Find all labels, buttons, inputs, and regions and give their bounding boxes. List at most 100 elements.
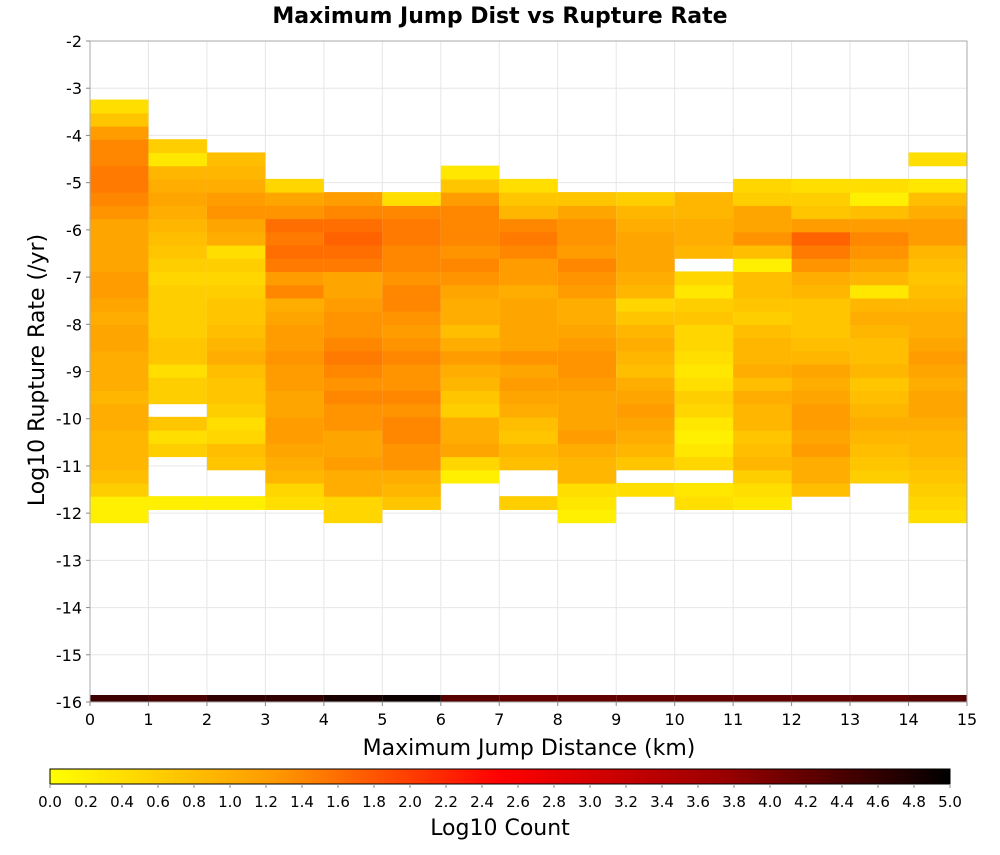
heatmap-cell [557,443,617,458]
heatmap-cell [850,231,909,246]
heatmap-cell [265,430,324,444]
heatmap-cell [499,271,558,286]
heatmap-cell [557,469,617,484]
heatmap-cell [440,377,500,391]
heatmap-cell [148,271,207,286]
heatmap-cell [557,456,617,471]
x-tick-label: 14 [898,710,918,729]
heatmap-cell [557,218,617,233]
colorbar [49,768,951,785]
heatmap-cell [265,324,324,339]
heatmap-cell [323,205,383,220]
heatmap-cell [148,192,207,206]
x-tick-label: 11 [723,710,743,729]
heatmap-cell [733,271,792,286]
y-tick-label: -7 [66,268,82,287]
heatmap-baseline-cell [733,695,792,702]
heatmap-cell [674,363,734,378]
heatmap-cell [908,337,967,352]
y-tick-label: -16 [56,693,82,712]
heatmap-cell [557,377,617,391]
heatmap-cell [908,244,967,259]
colorbar-tick-label: 1.4 [290,793,314,811]
heatmap-cell [499,390,558,405]
heatmap-cell [382,430,441,444]
colorbar-tick-label: 4.4 [830,793,854,811]
heatmap-cell [908,377,967,391]
heatmap-cell [440,324,500,339]
heatmap-cell [440,284,500,299]
heatmap-cell [323,469,383,484]
x-tick-label: 3 [260,710,270,729]
x-tick-label: 15 [957,710,977,729]
heatmap-cell [557,509,617,524]
heatmap-cell [674,416,734,431]
heatmap-cell [440,403,500,418]
heatmap-cell [148,218,207,233]
heatmap-cell [733,430,792,444]
heatmap-cell [791,324,851,339]
heatmap-cell [148,139,207,154]
heatmap-cell [557,205,617,220]
heatmap-cell [908,231,967,246]
heatmap-cell [323,430,383,444]
heatmap-cell [90,99,149,114]
y-tick-label: -3 [66,79,82,98]
heatmap-cell [382,469,441,484]
heatmap-baseline-cell [382,695,441,702]
colorbar-tick-label: 0.6 [146,793,170,811]
heatmap-cell [206,258,266,273]
heatmap-cell [440,456,500,471]
heatmap-cell [674,192,734,206]
heatmap-cell [265,284,324,299]
heatmap-cell [616,258,675,273]
heatmap-cell [90,125,149,140]
colorbar-tick-label: 2.4 [470,793,494,811]
heatmap-baseline-cell [850,695,909,702]
colorbar-tick-label: 2.6 [506,793,530,811]
heatmap-cell [440,469,500,484]
heatmap-cell [791,205,851,220]
heatmap-cell [733,178,792,193]
heatmap-cell [908,350,967,365]
heatmap-cell [733,350,792,365]
heatmap-cell [90,205,149,220]
heatmap-cell [908,416,967,431]
heatmap-cell [265,231,324,246]
heatmap-cell [850,311,909,325]
heatmap-cell [90,244,149,259]
heatmap-cell [674,244,734,259]
heatmap-cell [206,350,266,365]
chart-title: Maximum Jump Dist vs Rupture Rate [272,4,727,29]
heatmap-cell [382,350,441,365]
heatmap-cell [440,218,500,233]
heatmap-cell [908,152,967,167]
heatmap-cell [206,337,266,352]
y-axis-label: Log10 Rupture Rate (/yr) [25,234,50,506]
heatmap-cell [908,297,967,312]
heatmap-cell [557,192,617,206]
heatmap-cell [499,258,558,273]
heatmap-cell [850,205,909,220]
heatmap-cell [674,297,734,312]
heatmap-cell [674,403,734,418]
y-tick-label: -5 [66,174,82,193]
heatmap-cell [440,430,500,444]
heatmap-cell [323,324,383,339]
heatmap-cell [850,363,909,378]
heatmap-cell [148,244,207,259]
heatmap-cell [440,205,500,220]
heatmap-cell [616,390,675,405]
heatmap-cell [674,350,734,365]
heatmap-cell [499,350,558,365]
heatmap-cell [148,258,207,273]
heatmap-cell [499,377,558,391]
heatmap-cell [908,192,967,206]
heatmap-cell [90,350,149,365]
heatmap-baseline-cell [265,695,324,702]
heatmap-cell [90,469,149,484]
y-tick-label: -6 [66,221,82,240]
heatmap-cell [908,284,967,299]
heatmap-cell [206,284,266,299]
heatmap-cell [382,218,441,233]
